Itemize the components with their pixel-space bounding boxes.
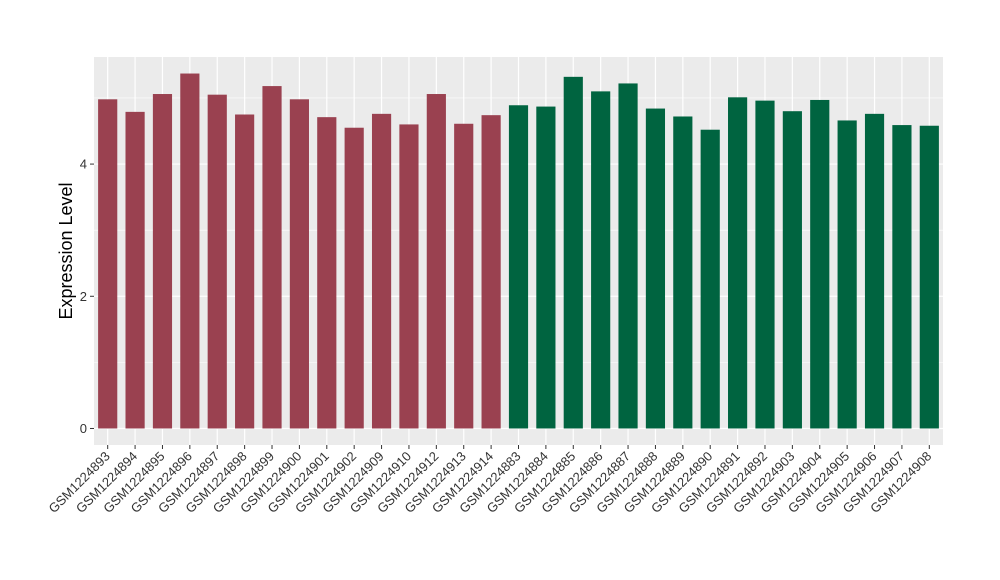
bar-gsm1224891 (728, 97, 748, 429)
bar-gsm1224888 (645, 108, 666, 429)
axes: GSM1224893GSM1224894GSM1224895GSM1224896… (45, 157, 934, 516)
bars (98, 73, 939, 429)
bar-gsm1224887 (618, 83, 638, 429)
bar-gsm1224910 (399, 124, 419, 429)
bar-gsm1224897 (207, 94, 227, 429)
bar-gsm1224892 (755, 100, 775, 429)
bar-gsm1224885 (563, 76, 583, 429)
y-tick-label: 4 (80, 157, 87, 172)
bar-gsm1224893 (98, 99, 118, 429)
bar-gsm1224906 (864, 113, 885, 429)
bar-gsm1224895 (152, 94, 173, 429)
bar-gsm1224913 (454, 123, 474, 429)
bar-gsm1224883 (508, 105, 529, 429)
bar-gsm1224914 (481, 115, 501, 429)
bar-gsm1224907 (892, 125, 912, 429)
bar-gsm1224909 (371, 113, 392, 429)
bar-gsm1224890 (700, 129, 720, 429)
bar-gsm1224900 (289, 99, 309, 429)
bar-gsm1224894 (125, 111, 145, 429)
bar-gsm1224904 (810, 99, 830, 429)
bar-gsm1224902 (344, 127, 364, 429)
bar-gsm1224905 (837, 120, 857, 429)
bar-gsm1224898 (235, 114, 255, 429)
bar-gsm1224896 (180, 73, 200, 429)
bar-gsm1224908 (919, 125, 939, 429)
y-axis-title: Expression Level (56, 182, 76, 319)
bar-gsm1224901 (317, 117, 337, 429)
bar-gsm1224899 (262, 86, 282, 429)
y-tick-label: 2 (80, 289, 87, 304)
bar-gsm1224886 (591, 91, 611, 429)
bar-gsm1224903 (782, 111, 802, 429)
bar-gsm1224884 (536, 106, 556, 429)
bar-gsm1224889 (673, 116, 693, 429)
y-tick-label: 0 (80, 421, 87, 436)
bar-gsm1224912 (426, 94, 446, 429)
